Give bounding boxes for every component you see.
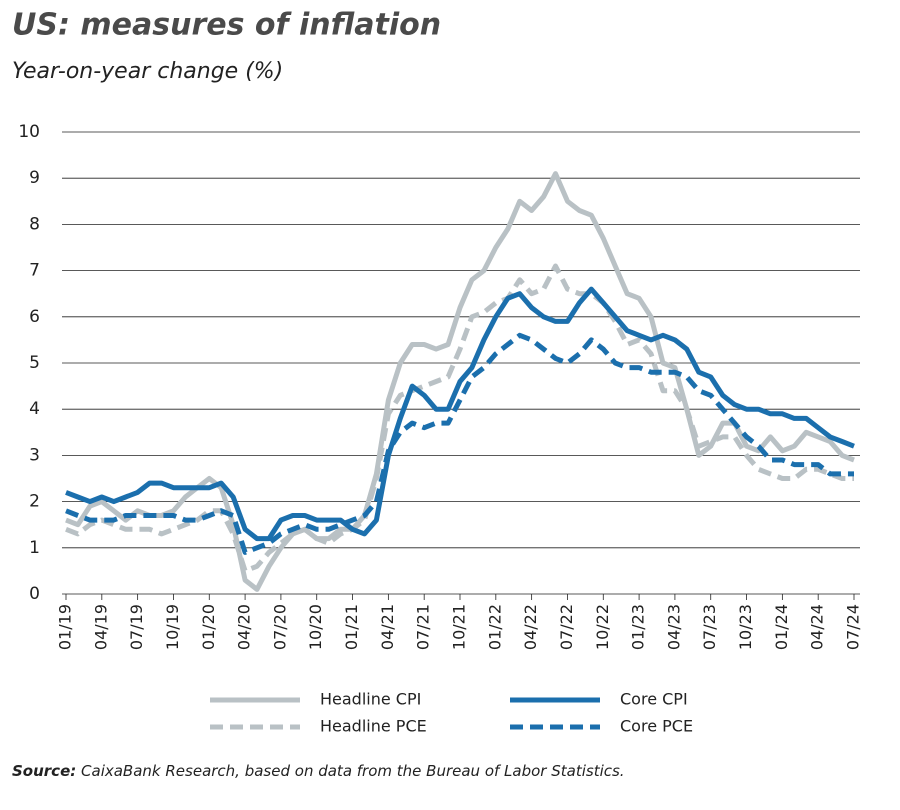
x-tick-label: 01/22: [485, 604, 504, 650]
x-tick-label: 07/23: [700, 604, 719, 650]
x-tick-label: 07/21: [414, 604, 433, 650]
x-tick-label: 01/20: [199, 604, 218, 650]
y-tick-label: 6: [29, 307, 40, 327]
source-label: Source:: [12, 762, 76, 780]
y-tick-label: 0: [29, 584, 40, 604]
x-tick-label: 04/24: [808, 604, 827, 650]
y-tick-label: 9: [29, 168, 40, 188]
y-tick-label: 10: [18, 122, 40, 142]
legend-label: Core CPI: [620, 690, 688, 709]
x-tick-label: 10/22: [593, 604, 612, 650]
x-tick-label: 07/24: [844, 604, 863, 650]
x-tick-label: 01/21: [342, 604, 361, 650]
x-tick-label: 10/19: [163, 604, 182, 650]
x-tick-label: 04/20: [235, 604, 254, 650]
y-tick-label: 8: [29, 214, 40, 234]
y-tick-label: 3: [29, 445, 40, 465]
chart-title: US: measures of inflation: [12, 8, 441, 43]
y-tick-label: 4: [29, 399, 40, 419]
x-tick-label: 07/20: [270, 604, 289, 650]
x-tick-label: 07/19: [127, 604, 146, 650]
chart-subtitle: Year-on-year change (%): [12, 59, 283, 84]
source-text: CaixaBank Research, based on data from t…: [81, 762, 625, 780]
source-note: Source: CaixaBank Research, based on dat…: [12, 762, 625, 780]
y-tick-label: 1: [29, 538, 40, 558]
x-tick-label: 04/22: [521, 604, 540, 650]
x-tick-label: 07/22: [557, 604, 576, 650]
y-tick-label: 7: [29, 261, 40, 281]
y-tick-label: 5: [29, 353, 40, 373]
series-line: [65, 263, 854, 574]
legend-label: Headline PCE: [320, 717, 427, 736]
x-tick-label: 10/21: [450, 604, 469, 650]
legend-label: Headline CPI: [320, 690, 421, 709]
y-tick-label: 2: [29, 492, 40, 512]
x-tick-label: 04/19: [91, 604, 110, 650]
x-tick-label: 01/24: [772, 604, 791, 650]
x-tick-label: 04/23: [664, 604, 683, 650]
x-tick-label: 10/20: [306, 604, 325, 650]
series-line: [65, 332, 854, 555]
x-tick-label: 01/23: [629, 604, 648, 650]
x-tick-label: 01/19: [56, 604, 75, 650]
x-tick-label: 10/23: [736, 604, 755, 650]
legend-label: Core PCE: [620, 717, 693, 736]
x-tick-label: 04/21: [378, 604, 397, 650]
series-line: [65, 286, 855, 542]
